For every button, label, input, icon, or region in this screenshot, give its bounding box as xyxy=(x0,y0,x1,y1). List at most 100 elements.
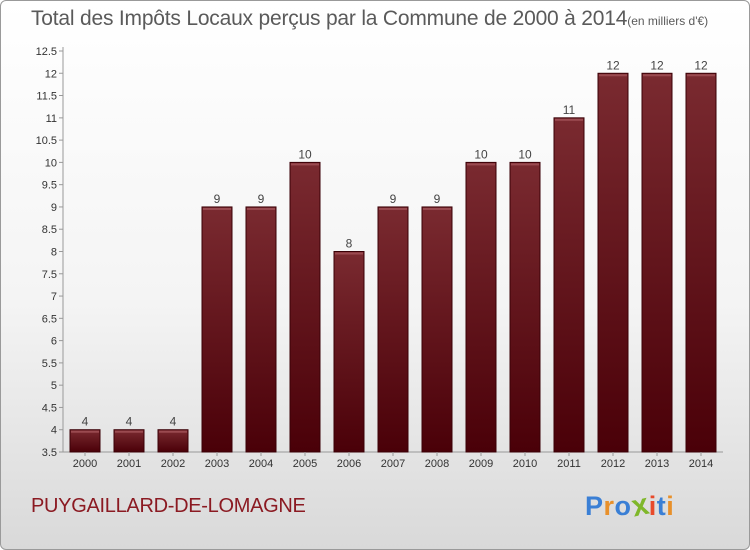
bar-value-label: 9 xyxy=(258,192,265,206)
bar-value-label: 11 xyxy=(563,103,576,117)
bar-value-label: 4 xyxy=(170,415,177,429)
chart-title-text: Total des Impôts Locaux perçus par la Co… xyxy=(31,7,628,30)
bar-group: 4 2000 xyxy=(69,415,101,470)
logo-letter: r xyxy=(603,491,615,521)
x-tick-label: 2005 xyxy=(293,458,317,470)
bar-group: 10 2009 xyxy=(465,147,497,470)
bar-value-label: 8 xyxy=(346,237,353,251)
x-tick-label: 2001 xyxy=(117,458,141,470)
bar-group: 11 2011 xyxy=(553,103,585,470)
bar-highlight xyxy=(423,207,451,210)
y-tick-label: 6.5 xyxy=(42,313,57,325)
bar[interactable] xyxy=(157,429,189,453)
bar[interactable] xyxy=(597,72,629,453)
bar-highlight xyxy=(687,74,715,77)
logo-letter: i xyxy=(666,491,675,521)
bar-group: 12 2014 xyxy=(685,58,717,470)
bar-group: 9 2008 xyxy=(421,192,453,470)
bar-value-label: 10 xyxy=(298,147,312,161)
bar[interactable] xyxy=(465,161,497,453)
logo-letter: P xyxy=(585,491,604,521)
bar-value-label: 9 xyxy=(390,192,397,206)
x-tick-label: 2011 xyxy=(557,458,581,470)
bar-group: 12 2013 xyxy=(641,58,673,470)
bar-value-label: 4 xyxy=(82,415,89,429)
y-tick-label: 5.5 xyxy=(42,358,57,370)
chart-title: Total des Impôts Locaux perçus par la Co… xyxy=(31,7,708,31)
y-tick-label: 9 xyxy=(51,202,57,214)
y-tick-label: 3.5 xyxy=(42,447,57,459)
x-tick-label: 2013 xyxy=(645,458,669,470)
y-tick-label: 11 xyxy=(46,113,57,125)
bar-highlight xyxy=(159,430,187,433)
bar[interactable] xyxy=(69,429,101,453)
logo-letter: o xyxy=(614,491,632,521)
bar-highlight xyxy=(511,163,539,166)
bar-highlight xyxy=(643,74,671,77)
bar-value-label: 4 xyxy=(126,415,133,429)
bar[interactable] xyxy=(553,117,585,453)
bar-group: 9 2003 xyxy=(201,192,233,470)
x-tick-label: 2002 xyxy=(161,458,185,470)
y-tick-label: 8 xyxy=(51,247,57,259)
bar[interactable] xyxy=(245,206,277,453)
y-tick-label: 5 xyxy=(51,380,57,392)
x-tick-label: 2000 xyxy=(73,458,97,470)
bar-highlight xyxy=(291,163,319,166)
y-tick-label: 9.5 xyxy=(42,180,57,192)
bar-group: 8 2006 xyxy=(333,237,365,470)
bar-highlight xyxy=(115,430,143,433)
bar-value-label: 10 xyxy=(474,147,488,161)
y-tick-label: 11.5 xyxy=(36,91,57,103)
bar-value-label: 9 xyxy=(434,192,441,206)
chart-title-unit: (en milliers d'€) xyxy=(627,14,709,28)
y-tick-label: 6 xyxy=(51,336,57,348)
bar-highlight xyxy=(203,207,231,210)
bar-value-label: 12 xyxy=(606,58,620,72)
logo-letter: i xyxy=(648,491,657,521)
x-tick-label: 2004 xyxy=(249,458,273,470)
logo-letter: t xyxy=(656,491,667,521)
bar-highlight xyxy=(599,74,627,77)
bar-highlight xyxy=(71,430,99,433)
x-tick-label: 2007 xyxy=(381,458,405,470)
bar-highlight xyxy=(379,207,407,210)
y-tick-label: 4 xyxy=(51,425,57,437)
bar-group: 10 2010 xyxy=(509,147,541,470)
y-tick-label: 8.5 xyxy=(42,224,57,236)
bar[interactable] xyxy=(377,206,409,453)
bar-highlight xyxy=(467,163,495,166)
bar-value-label: 12 xyxy=(650,58,664,72)
bar[interactable] xyxy=(641,72,673,453)
bar-value-label: 12 xyxy=(694,58,708,72)
y-tick-label: 7.5 xyxy=(42,269,57,281)
y-tick-label: 10.5 xyxy=(36,135,57,147)
bar-group: 4 2001 xyxy=(113,415,145,470)
x-tick-label: 2010 xyxy=(513,458,537,470)
y-tick-label: 12.5 xyxy=(36,46,57,58)
bar[interactable] xyxy=(201,206,233,453)
x-tick-label: 2008 xyxy=(425,458,449,470)
x-tick-label: 2006 xyxy=(337,458,361,470)
bar[interactable] xyxy=(509,161,541,453)
proxiti-logo[interactable]: Proxiti xyxy=(585,488,675,524)
x-tick-label: 2003 xyxy=(205,458,229,470)
bar[interactable] xyxy=(333,251,365,453)
bar-group: 9 2007 xyxy=(377,192,409,470)
bar-value-label: 9 xyxy=(214,192,221,206)
y-tick-label: 10 xyxy=(45,157,57,169)
bar[interactable] xyxy=(289,161,321,453)
bar[interactable] xyxy=(421,206,453,453)
x-tick-label: 2009 xyxy=(469,458,493,470)
x-tick-label: 2014 xyxy=(689,458,713,470)
bar[interactable] xyxy=(113,429,145,453)
y-tick-label: 7 xyxy=(51,291,57,303)
bar-group: 12 2012 xyxy=(597,58,629,470)
y-tick-label: 4.5 xyxy=(42,402,57,414)
bar[interactable] xyxy=(685,72,717,453)
bar-highlight xyxy=(335,252,363,255)
bar-value-label: 10 xyxy=(518,147,532,161)
commune-name: PUYGAILLARD-DE-LOMAGNE xyxy=(31,495,306,517)
